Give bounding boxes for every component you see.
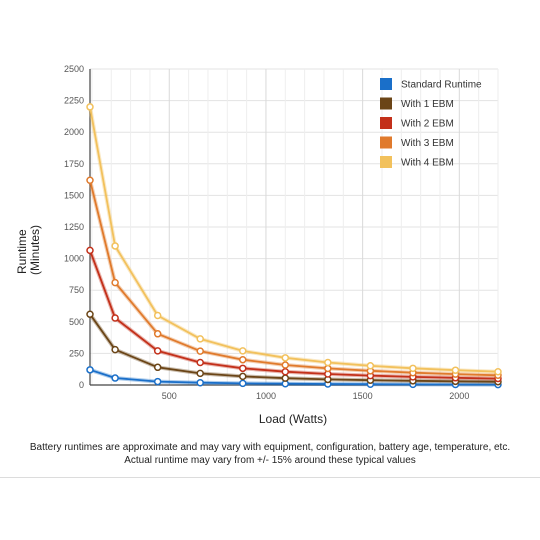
data-point: [239, 364, 247, 373]
data-point: [196, 378, 204, 387]
data-point: [196, 335, 204, 343]
legend-swatch: [380, 117, 392, 129]
legend-label: With 3 EBM: [401, 138, 454, 149]
data-point: [153, 377, 162, 386]
data-point: [111, 278, 119, 287]
chart-legend: Standard Runtime With 1 EBM With 2 EBM With…: [380, 78, 482, 169]
data-point: [239, 347, 247, 355]
data-point: [86, 366, 94, 374]
y-tick-label: 250: [69, 348, 84, 358]
y-tick-label: 0: [79, 380, 84, 390]
data-point: [196, 358, 204, 367]
x-tick-label: 500: [162, 391, 177, 401]
y-axis-title: Runtime (Minutes): [15, 225, 42, 275]
legend-label: With 1 EBM: [401, 99, 454, 110]
y-tick-label: 750: [69, 285, 84, 295]
data-point: [86, 176, 94, 184]
data-point: [281, 354, 290, 362]
legend-label: With 4 EBM: [401, 158, 454, 169]
y-tick-label: 500: [69, 317, 84, 327]
x-tick-label: 1500: [353, 391, 373, 401]
data-point: [111, 345, 119, 354]
y-tick-label: 1500: [64, 190, 84, 200]
data-point: [153, 363, 162, 372]
series-1: [86, 310, 502, 386]
x-axis-title: Load (Watts): [259, 412, 327, 426]
legend-label: Standard Runtime: [401, 80, 482, 91]
divider: [0, 477, 540, 478]
chart-grid: [89, 68, 499, 386]
y-tick-label: 1750: [64, 159, 84, 169]
data-point: [196, 369, 204, 378]
data-point: [196, 347, 204, 355]
x-tick-label: 2000: [449, 391, 469, 401]
series-0: [86, 366, 502, 389]
legend-swatch: [380, 136, 392, 149]
y-axis-title-line-2: (Minutes): [28, 225, 42, 275]
y-axis-title-line-1: Runtime: [15, 229, 29, 274]
data-point: [494, 367, 502, 376]
caption-line-2: Actual runtime may vary from +/- 15% aro…: [124, 455, 416, 466]
y-tick-label: 2250: [64, 96, 84, 106]
caption-line-1: Battery runtimes are approximate and may…: [29, 442, 511, 453]
y-tick-label: 1000: [64, 254, 84, 264]
data-point: [366, 362, 375, 370]
data-point: [324, 364, 332, 373]
legend-swatch: [380, 78, 392, 90]
data-point: [111, 374, 119, 382]
data-point: [86, 310, 94, 318]
data-point: [324, 358, 332, 367]
legend-label: With 2 EBM: [401, 119, 454, 130]
data-point: [239, 355, 247, 364]
data-point: [111, 242, 119, 250]
data-point: [153, 347, 162, 355]
x-tick-label: 1000: [256, 391, 276, 401]
runtime-chart: 0 250 500 750 1000 1250 1500 1750 2000 2250 2500 50…: [15, 64, 502, 426]
chart-ticks: 0 250 500 750 1000 1250 1500 1750 2000 2250 2500 50…: [64, 64, 469, 401]
y-tick-label: 2000: [64, 127, 84, 137]
data-point: [281, 361, 290, 369]
data-point: [239, 379, 247, 388]
legend-swatch: [380, 156, 392, 168]
data-point: [409, 364, 417, 373]
y-tick-label: 1250: [64, 222, 84, 232]
data-point: [281, 374, 290, 382]
data-point: [86, 103, 94, 111]
series-4: [86, 103, 502, 376]
legend-swatch: [380, 97, 392, 110]
data-point: [451, 366, 460, 374]
data-point: [153, 311, 162, 320]
data-point: [281, 367, 290, 376]
chart-series: [86, 103, 502, 389]
y-tick-label: 2500: [64, 64, 84, 74]
data-point: [111, 314, 119, 322]
data-point: [86, 246, 94, 255]
data-point: [239, 372, 247, 381]
data-point: [153, 330, 162, 338]
